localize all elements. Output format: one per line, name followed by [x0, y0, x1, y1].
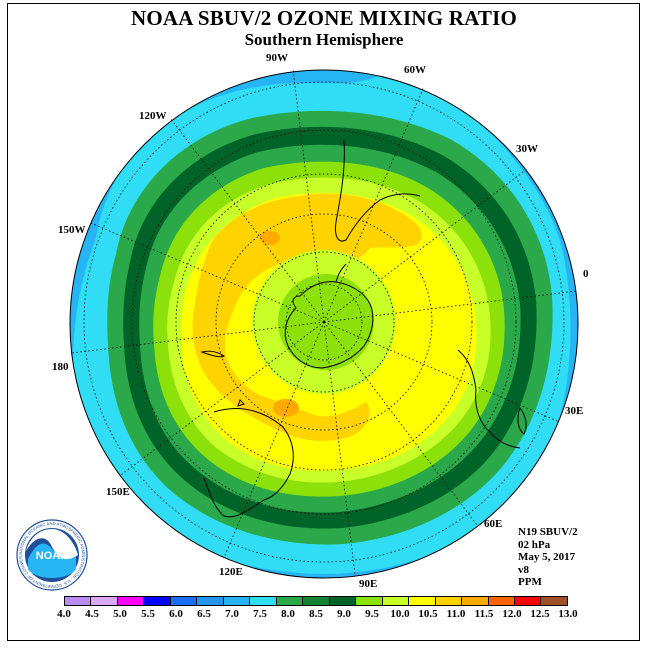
figure-frame	[7, 3, 640, 641]
colorbar-cell	[276, 597, 304, 605]
lon-label-120e: 120E	[219, 566, 243, 578]
coastline-australia	[203, 408, 294, 518]
colorbar-label: 10.0	[390, 608, 410, 620]
colorbar-cell	[65, 597, 92, 605]
colorbar	[64, 596, 568, 606]
colorbar-cell	[250, 597, 277, 605]
colorbar-cell	[91, 597, 118, 605]
colorbar-label: 6.0	[169, 608, 183, 620]
colorbar-cell	[144, 597, 171, 605]
colorbar-label: 11.5	[474, 608, 494, 620]
lat-circle-60s	[215, 213, 433, 431]
info-instrument: N19 SBUV/2	[518, 526, 578, 538]
colorbar-label: 13.0	[558, 608, 578, 620]
colorbar-cell	[488, 597, 515, 605]
colorbar-cell	[356, 597, 383, 605]
lon-label-30e: 30E	[565, 405, 584, 417]
lat-circle-70s	[253, 251, 395, 393]
info-date: May 5, 2017	[518, 551, 576, 563]
lon-label-150w: 150W	[58, 224, 86, 236]
colorbar-label: 8.0	[281, 608, 295, 620]
colorbar-cell	[514, 597, 542, 605]
band-pole-green	[278, 274, 374, 370]
band-orange-2	[273, 399, 299, 417]
colorbar-cell	[382, 597, 410, 605]
noaa-logo: NOAA NATIONAL OCEANIC AND ATMOSPHERIC AD…	[16, 519, 88, 591]
map-subtitle: Southern Hemisphere	[244, 30, 404, 49]
colorbar-cell	[541, 597, 567, 605]
colorbar-cell	[435, 597, 463, 605]
colorbar-label: 11.0	[446, 608, 466, 620]
band-gold	[192, 193, 422, 441]
colorbar-label: 9.5	[365, 608, 379, 620]
coastlines	[200, 139, 527, 518]
map-boundary	[69, 69, 579, 579]
lat-circle-40s	[131, 129, 517, 515]
colorbar-cell	[197, 597, 224, 605]
colorbar-label: 12.5	[530, 608, 550, 620]
lon-label-30w: 30W	[516, 143, 538, 155]
colorbar-cell	[303, 597, 330, 605]
colorbar-label: 6.5	[197, 608, 211, 620]
colorbar-cell	[329, 597, 357, 605]
colorbar-cell	[170, 597, 198, 605]
product-info: N19 SBUV/2 02 hPa May 5, 2017 v8 PPM	[518, 526, 578, 589]
lon-label-60e: 60E	[484, 518, 503, 530]
coastline-south-america	[335, 139, 421, 242]
colorbar-label: 5.0	[113, 608, 127, 620]
colorbar-label: 12.0	[502, 608, 522, 620]
coastline-madagascar	[517, 406, 527, 435]
lon-label-90e: 90E	[359, 578, 378, 590]
colorbar-label: 7.5	[253, 608, 267, 620]
coastline-new-zealand	[200, 350, 225, 358]
colorbar-label: 5.5	[141, 608, 155, 620]
colorbar-labels: 4.0 4.5 5.0 5.5 6.0 6.5 7.0 7.5 8.0 8.5 9.0 9.5 10.0…	[0, 608, 648, 622]
lon-label-0: 0	[583, 268, 589, 280]
lat-circle-80s	[285, 283, 363, 361]
coastline-antarctic-peninsula	[335, 263, 347, 283]
info-level: 02 hPa	[518, 538, 551, 551]
info-version: v8	[518, 563, 529, 576]
graticule	[71, 69, 577, 575]
coastline-antarctica	[284, 281, 374, 369]
colorbar-label: 4.5	[85, 608, 99, 620]
colorbar-label: 4.0	[57, 608, 71, 620]
colorbar-label: 10.5	[418, 608, 438, 620]
lon-label-150e: 150E	[106, 486, 130, 498]
logo-text: NOAA	[36, 550, 68, 562]
lon-label-120w: 120W	[139, 110, 167, 122]
lon-label-90w: 90W	[266, 52, 288, 64]
coastline-tasmania	[237, 399, 245, 407]
colorbar-cell	[223, 597, 251, 605]
lat-circle-50s	[175, 173, 473, 471]
colorbar-cell	[117, 597, 145, 605]
colorbar-label: 8.5	[309, 608, 323, 620]
lat-circle-30s	[83, 81, 565, 563]
band-orange-1	[260, 231, 280, 245]
colorbar-cell	[462, 597, 489, 605]
lon-label-60w: 60W	[404, 64, 426, 76]
coastline-africa	[457, 349, 521, 449]
colorbar-label: 9.0	[337, 608, 351, 620]
colorbar-cell	[409, 597, 436, 605]
info-units: PPM	[518, 576, 542, 588]
ozone-field	[70, 70, 578, 578]
map-title: NOAA SBUV/2 OZONE MIXING RATIO	[131, 6, 517, 30]
colorbar-label: 7.0	[225, 608, 239, 620]
lon-label-180: 180	[52, 361, 69, 373]
